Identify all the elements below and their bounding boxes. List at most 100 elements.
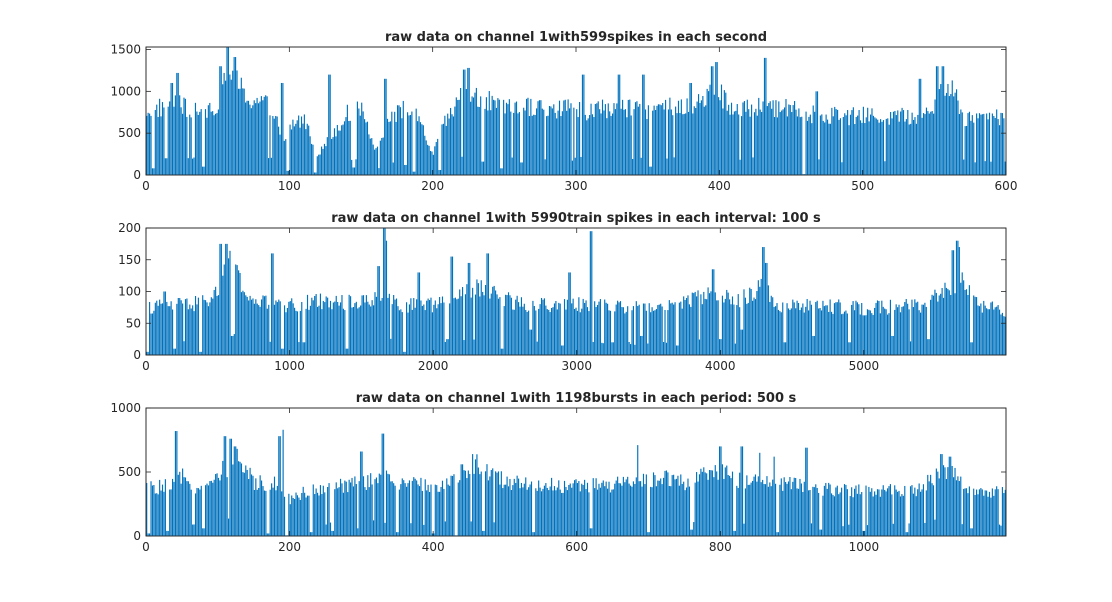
bar: [829, 123, 831, 175]
bar: [411, 309, 413, 355]
y-tick-label: 100: [118, 285, 141, 299]
bar: [698, 474, 701, 536]
bar: [273, 118, 275, 175]
bar: [505, 484, 507, 536]
bar: [224, 80, 227, 175]
bar: [534, 114, 536, 175]
bar: [782, 490, 784, 536]
bar: [500, 471, 502, 536]
bar: [252, 105, 254, 175]
bar: [987, 309, 989, 355]
bar: [483, 295, 485, 355]
bar: [585, 489, 587, 536]
bar: [773, 456, 775, 536]
bar: [230, 335, 232, 355]
bar: [170, 82, 172, 175]
bar: [309, 136, 311, 175]
bar: [368, 487, 370, 536]
bar: [351, 307, 353, 355]
bar: [772, 100, 774, 175]
bar: [169, 101, 171, 175]
bar: [418, 116, 420, 175]
bar: [790, 489, 792, 536]
bar: [177, 474, 179, 536]
bar: [747, 302, 749, 355]
bar: [806, 447, 808, 536]
bar: [509, 478, 511, 536]
bar: [892, 523, 894, 536]
bar: [338, 487, 340, 536]
bar: [398, 105, 400, 175]
bar: [607, 488, 609, 536]
bar: [836, 302, 838, 355]
bar: [857, 115, 859, 175]
bar: [430, 297, 432, 355]
bar: [605, 302, 607, 355]
bar: [762, 247, 764, 355]
bar: [387, 473, 389, 536]
bar: [838, 119, 840, 175]
bar: [220, 243, 222, 356]
bar: [670, 303, 672, 355]
bar: [604, 299, 606, 355]
bar: [418, 272, 421, 355]
bar: [915, 123, 917, 175]
bar: [589, 231, 591, 355]
bar: [789, 309, 791, 355]
bar: [799, 310, 801, 355]
bar: [625, 479, 627, 536]
bar: [629, 344, 632, 355]
bar: [399, 107, 401, 175]
bar: [579, 102, 581, 175]
bar: [556, 487, 558, 536]
bar: [932, 485, 935, 536]
bar: [499, 484, 501, 536]
bar: [869, 114, 872, 175]
bar: [680, 474, 682, 536]
bar: [649, 166, 651, 175]
bar: [996, 109, 998, 175]
bar: [240, 463, 243, 536]
bar: [390, 481, 392, 536]
bar: [596, 103, 598, 175]
bar: [299, 310, 301, 355]
bar: [326, 137, 328, 175]
bar: [431, 533, 433, 536]
x-tick-label: 400: [422, 540, 445, 554]
bar: [974, 494, 976, 536]
bar: [765, 57, 767, 175]
bar: [981, 489, 983, 536]
bar: [182, 468, 184, 536]
bar: [891, 494, 893, 536]
bar: [925, 107, 928, 175]
bar: [819, 307, 821, 355]
bar: [779, 311, 781, 355]
bar: [888, 124, 890, 175]
bar: [256, 489, 258, 536]
bar: [296, 120, 298, 175]
bar: [661, 484, 663, 536]
bar: [348, 479, 350, 536]
bar: [866, 309, 869, 355]
bar: [822, 495, 824, 536]
x-tick-label: 200: [421, 179, 444, 193]
bar: [443, 488, 445, 536]
bar: [403, 351, 405, 355]
bar: [186, 116, 188, 175]
bar: [561, 492, 563, 536]
bar: [647, 105, 649, 175]
bar: [217, 109, 219, 175]
bar: [347, 492, 349, 536]
bar: [568, 485, 570, 536]
bar: [475, 87, 477, 175]
bar: [862, 106, 864, 175]
bar: [700, 294, 702, 355]
bar: [923, 113, 925, 175]
bar: [419, 122, 422, 175]
bar: [922, 304, 925, 355]
bar: [451, 256, 454, 355]
bar: [800, 483, 802, 536]
bar: [470, 521, 472, 536]
bar: [232, 464, 234, 536]
bar: [316, 156, 318, 175]
